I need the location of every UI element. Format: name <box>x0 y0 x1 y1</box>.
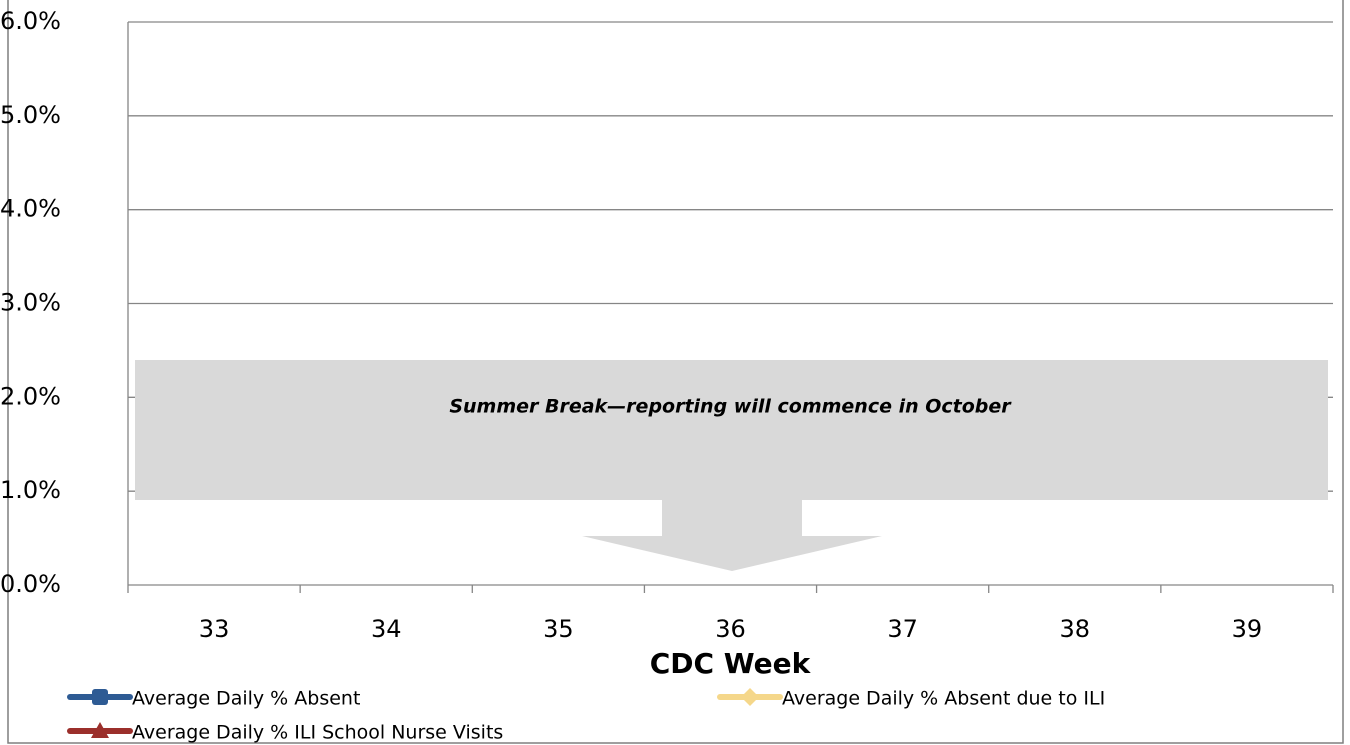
callout: Summer Break—reporting will commence in … <box>135 360 1328 571</box>
legend-label: Average Daily % ILI School Nurse Visits <box>132 722 503 744</box>
legend-marker <box>92 689 108 705</box>
callout-shape <box>135 360 1328 571</box>
x-tick-label: 35 <box>543 615 574 643</box>
legend-marker <box>741 688 759 706</box>
annotation: Summer Break—reporting will commence in … <box>449 396 1012 418</box>
x-tick-label: 39 <box>1232 615 1263 643</box>
legend-label: Average Daily % Absent due to ILI <box>782 688 1105 710</box>
y-tick-label: 6.0% <box>0 7 61 35</box>
legend-label: Average Daily % Absent <box>132 688 360 710</box>
x-tick-label: 38 <box>1060 615 1091 643</box>
legend-marker <box>91 722 109 738</box>
y-tick-label: 3.0% <box>0 289 61 317</box>
y-tick-label: 2.0% <box>0 382 61 410</box>
x-tick-label: 34 <box>371 615 402 643</box>
y-tick-label: 1.0% <box>0 476 61 504</box>
x-tick-label: 33 <box>199 615 230 643</box>
y-tick-label: 4.0% <box>0 195 61 223</box>
x-tick-label: 37 <box>887 615 918 643</box>
y-tick-label: 5.0% <box>0 101 61 129</box>
x-tick-label: 36 <box>715 615 746 643</box>
x-axis-title: CDC Week <box>650 647 812 680</box>
y-tick-label: 0.0% <box>0 570 61 598</box>
